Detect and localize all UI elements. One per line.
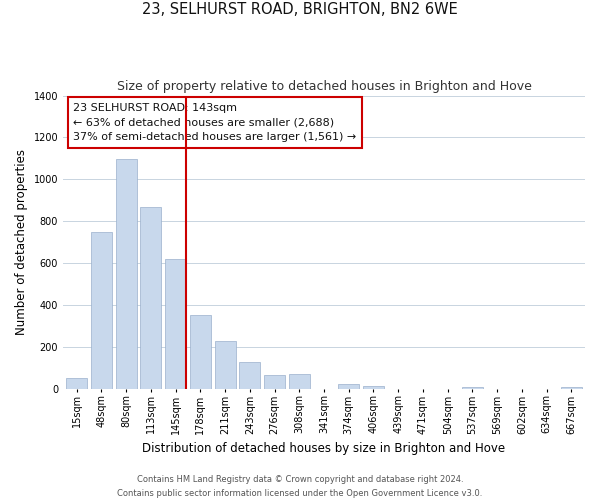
Bar xyxy=(91,232,112,388)
Bar xyxy=(215,341,236,388)
X-axis label: Distribution of detached houses by size in Brighton and Hove: Distribution of detached houses by size … xyxy=(142,442,506,455)
Bar xyxy=(561,386,582,388)
Bar xyxy=(140,206,161,388)
Bar xyxy=(66,378,87,388)
Bar xyxy=(239,362,260,388)
Bar xyxy=(264,375,285,388)
Y-axis label: Number of detached properties: Number of detached properties xyxy=(15,149,28,335)
Bar xyxy=(190,316,211,388)
Bar xyxy=(165,259,186,388)
Title: Size of property relative to detached houses in Brighton and Hove: Size of property relative to detached ho… xyxy=(116,80,532,93)
Bar xyxy=(289,374,310,388)
Bar xyxy=(363,386,384,388)
Text: 23 SELHURST ROAD: 143sqm
← 63% of detached houses are smaller (2,688)
37% of sem: 23 SELHURST ROAD: 143sqm ← 63% of detach… xyxy=(73,103,357,142)
Text: 23, SELHURST ROAD, BRIGHTON, BN2 6WE: 23, SELHURST ROAD, BRIGHTON, BN2 6WE xyxy=(142,2,458,18)
Bar xyxy=(338,384,359,388)
Bar xyxy=(116,160,137,388)
Text: Contains HM Land Registry data © Crown copyright and database right 2024.
Contai: Contains HM Land Registry data © Crown c… xyxy=(118,476,482,498)
Bar xyxy=(462,386,483,388)
